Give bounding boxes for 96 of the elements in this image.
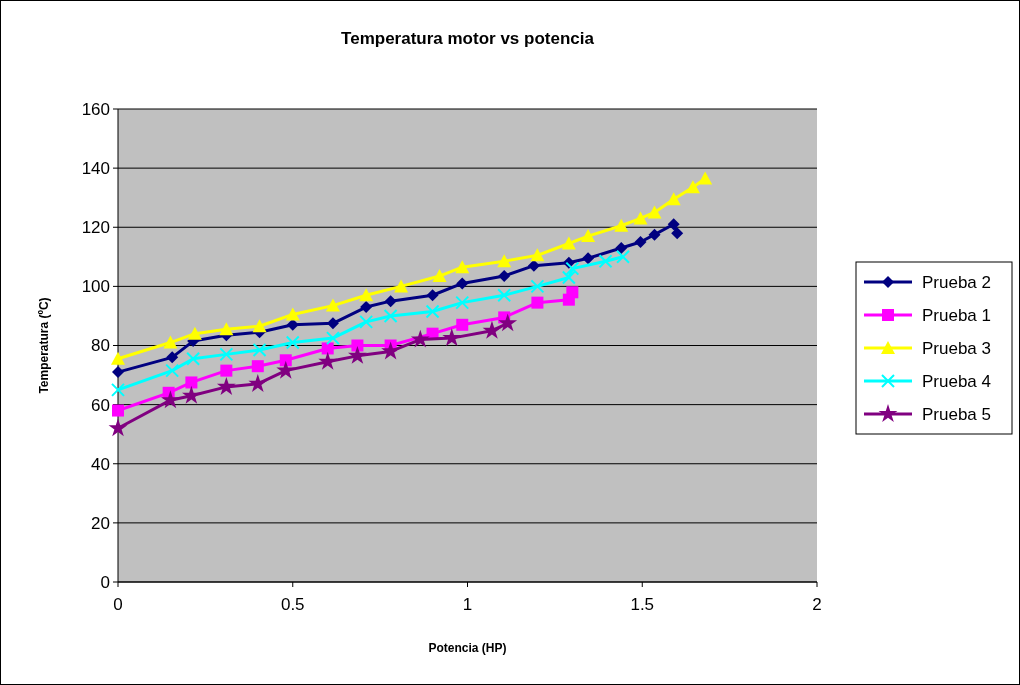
point bbox=[616, 249, 631, 264]
point bbox=[482, 320, 502, 339]
point bbox=[426, 289, 439, 302]
point bbox=[181, 385, 201, 404]
point bbox=[318, 351, 338, 370]
x-tick-label: 0.5 bbox=[280, 595, 305, 614]
point bbox=[279, 354, 292, 367]
point bbox=[561, 270, 576, 285]
point bbox=[219, 322, 234, 336]
point bbox=[425, 304, 440, 319]
point bbox=[166, 351, 179, 364]
point bbox=[634, 236, 647, 249]
point bbox=[530, 279, 545, 294]
x-axis-title: Potencia (HP) bbox=[428, 641, 507, 655]
point bbox=[432, 269, 447, 283]
point bbox=[185, 376, 198, 389]
point bbox=[165, 363, 180, 378]
point bbox=[161, 390, 180, 409]
point bbox=[498, 313, 518, 332]
point bbox=[383, 308, 398, 323]
point bbox=[561, 236, 576, 250]
point bbox=[648, 228, 661, 241]
point bbox=[220, 364, 233, 377]
point bbox=[598, 254, 613, 269]
point bbox=[108, 418, 128, 437]
legend-label: Prueba 5 bbox=[922, 404, 991, 424]
y-tick-label: 100 bbox=[81, 277, 110, 297]
point bbox=[216, 376, 236, 395]
point bbox=[615, 241, 628, 254]
point bbox=[285, 307, 300, 321]
point bbox=[667, 218, 680, 231]
x-tick-label: 1 bbox=[462, 595, 473, 614]
point bbox=[497, 288, 512, 303]
point bbox=[614, 218, 629, 232]
point bbox=[633, 211, 648, 225]
y-tick-label: 20 bbox=[91, 513, 110, 533]
legend-label: Prueba 3 bbox=[922, 338, 991, 358]
point bbox=[647, 205, 662, 219]
point bbox=[359, 288, 374, 302]
point bbox=[111, 351, 125, 365]
point bbox=[187, 326, 202, 340]
point bbox=[566, 286, 579, 299]
point bbox=[163, 335, 178, 349]
point bbox=[581, 229, 596, 243]
point bbox=[285, 335, 300, 350]
x-tick-label: 0 bbox=[113, 595, 123, 614]
y-tick-label: 60 bbox=[91, 395, 110, 415]
y-tick-label: 120 bbox=[81, 218, 110, 238]
point bbox=[347, 345, 367, 364]
point bbox=[252, 342, 267, 357]
point bbox=[111, 382, 125, 397]
point bbox=[498, 270, 511, 283]
legend-label: Prueba 2 bbox=[922, 272, 991, 292]
point bbox=[252, 319, 267, 333]
x-tick-label: 2 bbox=[812, 595, 822, 614]
point bbox=[410, 329, 430, 348]
point bbox=[112, 366, 124, 379]
point bbox=[321, 342, 334, 355]
point bbox=[455, 295, 470, 310]
point bbox=[325, 298, 340, 312]
y-tick-label: 0 bbox=[100, 572, 110, 592]
point bbox=[685, 180, 700, 194]
y-tick-label: 80 bbox=[91, 336, 110, 356]
y-tick-label: 140 bbox=[81, 159, 110, 179]
point bbox=[351, 339, 364, 352]
y-axis-title: Temperatura (ºC) bbox=[37, 297, 51, 394]
point bbox=[384, 295, 397, 308]
chart-title: Temperatura motor vs potencia bbox=[341, 29, 595, 48]
point bbox=[112, 404, 124, 417]
y-tick-label: 160 bbox=[81, 99, 110, 119]
point bbox=[325, 331, 340, 346]
point bbox=[671, 227, 684, 240]
point bbox=[248, 374, 268, 392]
legend-label: Prueba 1 bbox=[922, 305, 991, 325]
point bbox=[276, 360, 296, 379]
point bbox=[381, 341, 401, 360]
point bbox=[360, 301, 373, 314]
point bbox=[359, 314, 374, 329]
point bbox=[456, 318, 469, 331]
point bbox=[497, 254, 512, 268]
point bbox=[698, 171, 713, 185]
point bbox=[186, 351, 201, 366]
point bbox=[442, 328, 462, 347]
point bbox=[455, 260, 470, 274]
point bbox=[394, 279, 409, 293]
y-tick-label: 40 bbox=[91, 454, 110, 474]
point bbox=[251, 360, 264, 373]
x-tick-label: 1.5 bbox=[630, 595, 655, 614]
legend-label: Prueba 4 bbox=[922, 371, 991, 391]
point bbox=[456, 277, 469, 290]
point bbox=[666, 192, 681, 206]
point bbox=[531, 296, 544, 309]
point bbox=[582, 252, 595, 265]
point bbox=[565, 261, 580, 276]
point bbox=[530, 248, 545, 262]
point bbox=[219, 347, 234, 362]
